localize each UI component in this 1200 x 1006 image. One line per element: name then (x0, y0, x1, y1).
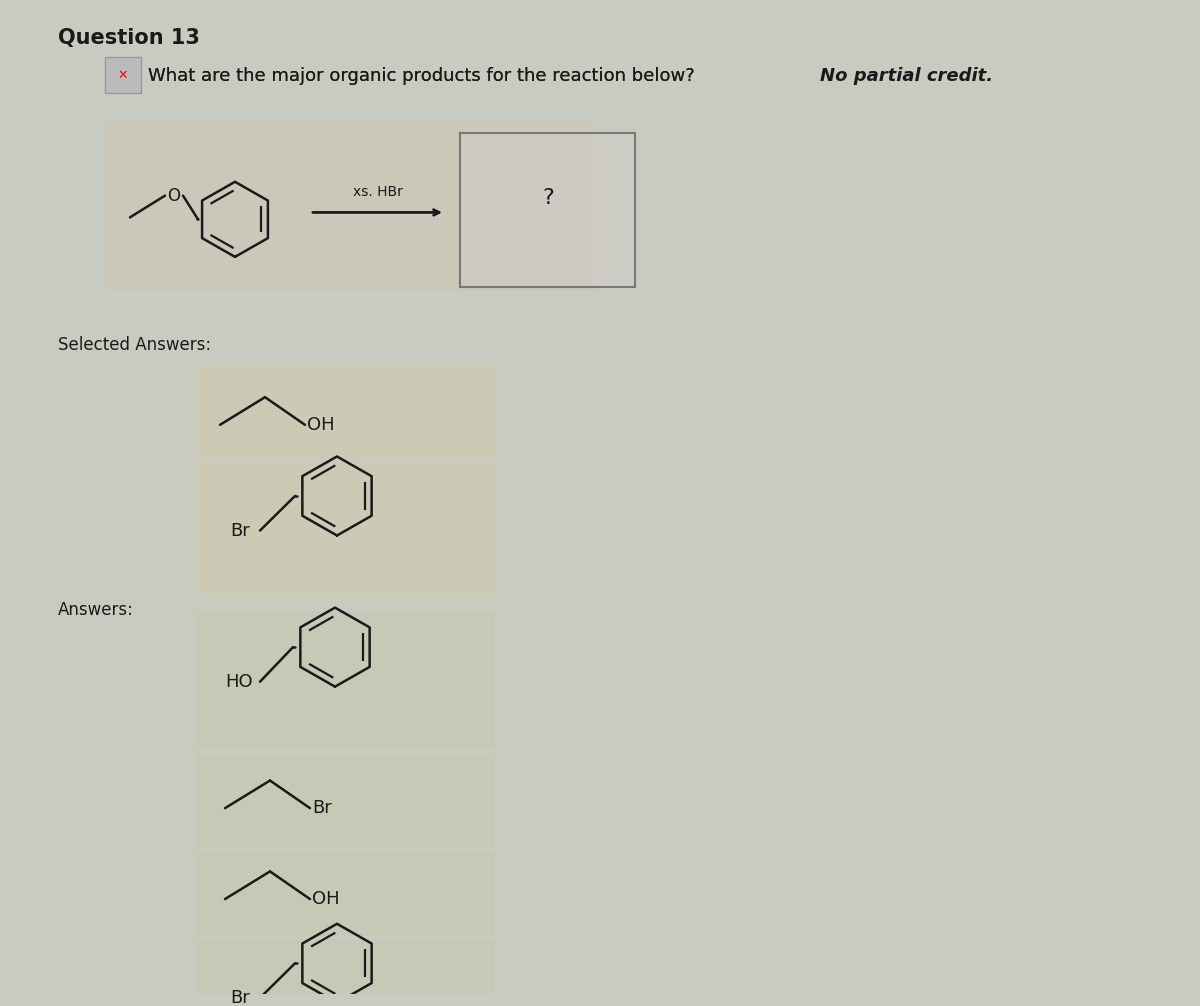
Text: No partial credit.: No partial credit. (820, 67, 994, 86)
Text: Br: Br (230, 989, 250, 1006)
Bar (194, 852, 496, 936)
Text: OH: OH (312, 890, 340, 908)
Text: Br: Br (230, 521, 250, 539)
Text: HO: HO (226, 673, 253, 691)
Text: Br: Br (312, 799, 331, 817)
Bar (194, 939, 496, 1006)
Bar (106, 119, 595, 292)
Text: ✕: ✕ (118, 68, 128, 81)
Bar (460, 134, 635, 287)
Text: Answers:: Answers: (58, 601, 134, 619)
Text: Question 13: Question 13 (58, 27, 200, 47)
Text: OH: OH (307, 415, 335, 434)
Text: What are the major organic products for the reaction below?: What are the major organic products for … (148, 67, 701, 86)
Bar (194, 462, 496, 595)
Text: O: O (167, 187, 180, 204)
Text: ?: ? (542, 187, 554, 207)
Text: xs. HBr: xs. HBr (353, 184, 402, 198)
Bar (194, 363, 496, 458)
Text: What are the major organic products for the reaction below?: What are the major organic products for … (148, 67, 701, 86)
Text: Selected Answers:: Selected Answers: (58, 336, 211, 354)
Bar (106, 57, 142, 93)
Bar (194, 753, 496, 848)
Bar (194, 611, 496, 748)
